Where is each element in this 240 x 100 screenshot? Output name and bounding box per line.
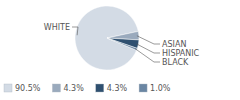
category-label: WHITE: [44, 23, 70, 32]
legend-label: 4.3%: [63, 84, 84, 93]
leader-line: [135, 49, 160, 62]
legend-swatch: [139, 84, 147, 92]
leader-line: [136, 44, 160, 53]
legend-label: 4.3%: [107, 84, 128, 93]
legend-label: 90.5%: [15, 84, 41, 93]
legend-label: 1.0%: [150, 84, 171, 93]
category-label: ASIAN: [162, 40, 186, 49]
slice: [75, 6, 138, 70]
legend-swatch: [96, 84, 104, 92]
category-label: HISPANIC: [162, 49, 200, 58]
chart: WHITE ASIANHISPANICBLACK 90.5% 4.3% 4.3% 1.0%: [0, 0, 240, 100]
legend-swatch: [4, 84, 12, 92]
slice: [107, 38, 137, 50]
leader-line: [137, 36, 160, 44]
pie: [75, 6, 139, 70]
legend-swatch: [52, 84, 60, 92]
category-label: BLACK: [162, 58, 189, 67]
leader-line: [72, 27, 78, 35]
